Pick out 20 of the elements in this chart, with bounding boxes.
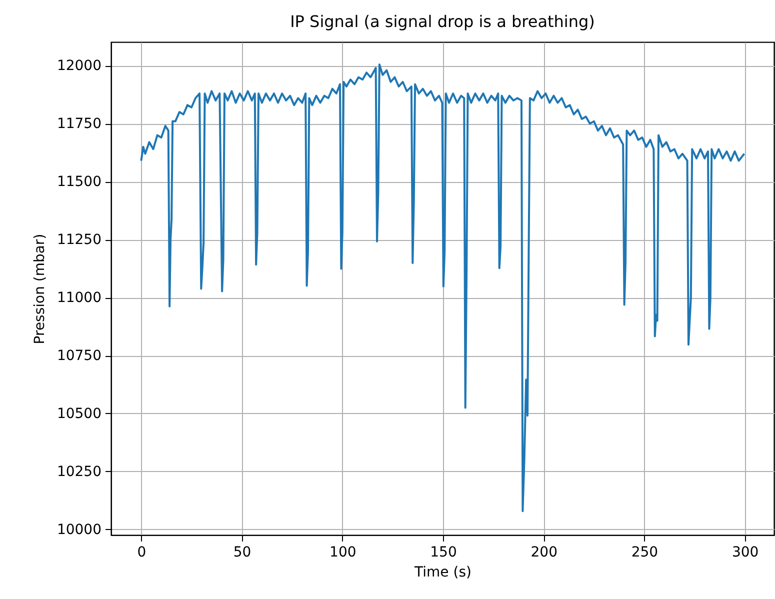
x-tick-label: 0 [137,544,146,560]
y-tick-label: 11250 [56,232,102,248]
x-tick-label: 50 [233,544,252,560]
x-axis-title: Time (s) [414,564,472,580]
x-tick-label: 150 [430,544,457,560]
x-tick-label: 300 [732,544,759,560]
y-tick-label: 11500 [56,174,102,190]
x-tick-label: 250 [631,544,658,560]
y-tick-label: 10250 [56,464,102,480]
y-tick-label: 10000 [56,522,102,538]
chart-title: IP Signal (a signal drop is a breathing) [290,12,595,31]
y-tick-label: 11000 [56,290,102,306]
line-series [140,63,746,512]
y-tick-label: 12000 [56,58,102,74]
y-tick-label: 10500 [56,406,102,422]
x-tick-label: 200 [530,544,558,560]
x-tick-label: 100 [330,544,356,560]
y-axis-title: Pression (mbar) [32,234,48,344]
y-tick-label: 11750 [56,116,102,132]
y-tick-label: 10750 [56,348,102,364]
